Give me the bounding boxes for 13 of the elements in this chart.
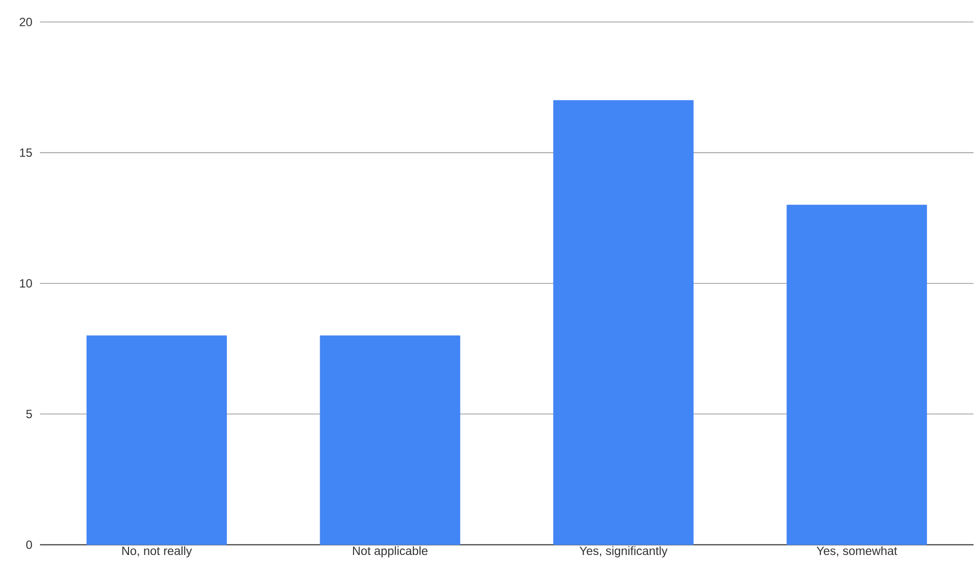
y-tick-label: 0 xyxy=(26,540,32,550)
x-tick-label: No, not really xyxy=(122,546,192,558)
x-tick-label: Not applicable xyxy=(353,546,428,558)
y-tick-label: 5 xyxy=(26,410,32,418)
bar xyxy=(786,204,927,546)
y-tick-label: 15 xyxy=(20,148,32,157)
bar xyxy=(553,100,694,546)
y-tick-label: 10 xyxy=(20,279,32,288)
bar xyxy=(320,336,460,546)
x-tick-label: Yes, somewhat xyxy=(816,546,898,557)
bar xyxy=(86,336,227,546)
x-tick-label: Yes, significantly xyxy=(580,546,668,558)
y-tick-label: 20 xyxy=(20,18,32,26)
